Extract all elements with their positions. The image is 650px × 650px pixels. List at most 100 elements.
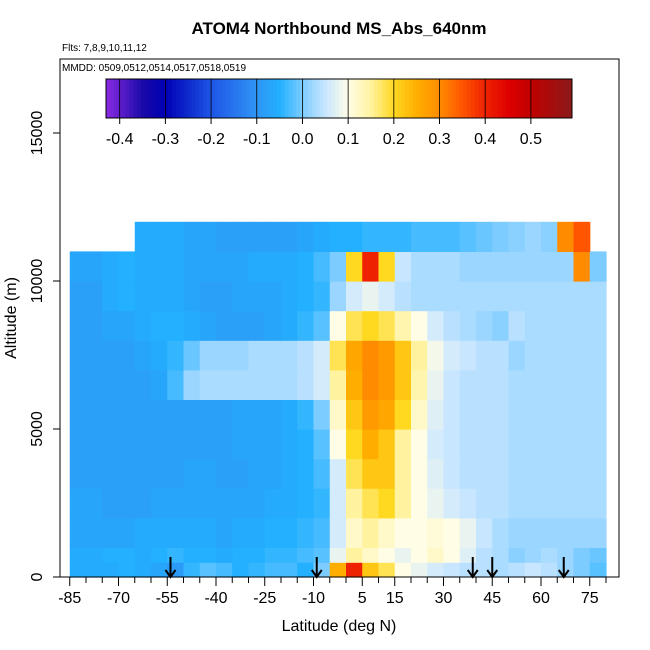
heatmap-cell — [427, 281, 445, 312]
heatmap-cell — [573, 221, 591, 252]
colorbar-segment — [137, 79, 142, 118]
heatmap-cell — [378, 340, 396, 371]
heatmap-cell — [557, 458, 575, 489]
colorbar-segment — [172, 79, 177, 118]
heatmap-cell — [394, 429, 412, 460]
x-tick-label: -40 — [204, 590, 227, 607]
heatmap-cell — [102, 369, 120, 400]
heatmap-cell — [281, 281, 298, 312]
heatmap-cell — [394, 562, 412, 578]
colorbar-segment — [106, 79, 111, 118]
heatmap-cell — [69, 517, 87, 548]
heatmap-cell — [264, 547, 282, 563]
heatmap-cell — [329, 488, 347, 519]
heatmap-cell — [589, 399, 607, 430]
heatmap-cell — [459, 281, 477, 312]
heatmap-cell — [264, 340, 282, 371]
heatmap-cell — [313, 458, 331, 489]
heatmap-cell — [524, 547, 542, 563]
heatmap-cell — [134, 281, 152, 312]
heatmap-cell — [69, 562, 87, 578]
colorbar-segment — [304, 79, 309, 118]
heatmap-cell — [524, 399, 542, 430]
colorbar-segment — [397, 79, 402, 118]
heatmap-cell — [248, 281, 266, 312]
colorbar-segment — [447, 79, 453, 118]
heatmap-cell — [378, 251, 396, 282]
heatmap-cell — [151, 488, 168, 519]
colorbar-segment — [540, 79, 546, 118]
heatmap-cell — [541, 310, 558, 341]
heatmap-cell — [118, 399, 136, 430]
heatmap-cell — [102, 340, 120, 371]
heatmap-cell — [167, 310, 185, 341]
heatmap-cell — [118, 251, 136, 282]
heatmap-cell — [459, 547, 477, 563]
heatmap-cell — [281, 488, 298, 519]
heatmap-cell — [329, 340, 347, 371]
heatmap-cell — [476, 340, 493, 371]
heatmap-cell — [183, 547, 201, 563]
heatmap-cell — [183, 562, 201, 578]
heatmap-cell — [232, 221, 250, 252]
heatmap-cell — [297, 310, 315, 341]
colorbar-segment — [463, 79, 468, 118]
heatmap-cell — [411, 221, 428, 252]
heatmap-cell — [443, 458, 461, 489]
colorbar-segment — [288, 79, 293, 118]
heatmap-cell — [69, 399, 87, 430]
heatmap-cell — [69, 251, 87, 282]
x-tick-label: 30 — [435, 590, 453, 607]
colorbar-segment — [451, 79, 456, 118]
heatmap-cell — [394, 310, 412, 341]
heatmap-cell — [394, 340, 412, 371]
heatmap-cell — [346, 562, 363, 578]
heatmap-cell — [524, 340, 542, 371]
heatmap-cell — [573, 547, 591, 563]
heatmap-cell — [118, 340, 136, 371]
heatmap-cell — [69, 369, 87, 400]
heatmap-cell — [199, 517, 217, 548]
heatmap-cell — [69, 488, 87, 519]
colorbar-segment — [373, 79, 379, 118]
colorbar-segment — [502, 79, 507, 118]
heatmap-cell — [541, 221, 558, 252]
heatmap-cell — [589, 281, 607, 312]
heatmap-cell — [232, 517, 250, 548]
colorbar-tick-label: 0.2 — [383, 131, 405, 148]
heatmap-cell — [69, 429, 87, 460]
x-axis-label: Latitude (deg N) — [282, 618, 397, 635]
x-tick-label: -10 — [302, 590, 325, 607]
heatmap-cell — [199, 562, 217, 578]
heatmap-cell — [557, 429, 575, 460]
colorbar-segment — [436, 79, 441, 118]
colorbar-segment — [529, 79, 534, 118]
colorbar-segment — [346, 79, 352, 118]
heatmap-cell — [362, 458, 380, 489]
heatmap-cell — [313, 429, 331, 460]
heatmap-cell — [378, 488, 396, 519]
heatmap-cell — [216, 562, 233, 578]
heatmap-cell — [394, 251, 412, 282]
heatmap-cell — [557, 488, 575, 519]
heatmap-cell — [297, 399, 315, 430]
colorbar-segment — [552, 79, 557, 118]
heatmap-cell — [232, 399, 250, 430]
heatmap-cell — [508, 517, 526, 548]
heatmap-cell — [216, 281, 233, 312]
heatmap-cell — [102, 251, 120, 282]
colorbar-segment — [113, 79, 119, 118]
heatmap-cell — [362, 221, 380, 252]
heatmap-cell — [492, 310, 510, 341]
heatmap-cell — [118, 562, 136, 578]
heatmap-cell — [167, 399, 185, 430]
colorbar-segment — [245, 79, 251, 118]
heatmap-cell — [167, 369, 185, 400]
colorbar-segment — [377, 79, 383, 118]
heatmap-cell — [183, 310, 201, 341]
heatmap-cell — [281, 458, 298, 489]
colorbar-segment — [525, 79, 530, 118]
heatmap-cell — [313, 399, 331, 430]
heatmap-cell — [183, 281, 201, 312]
heatmap-cell — [459, 399, 477, 430]
